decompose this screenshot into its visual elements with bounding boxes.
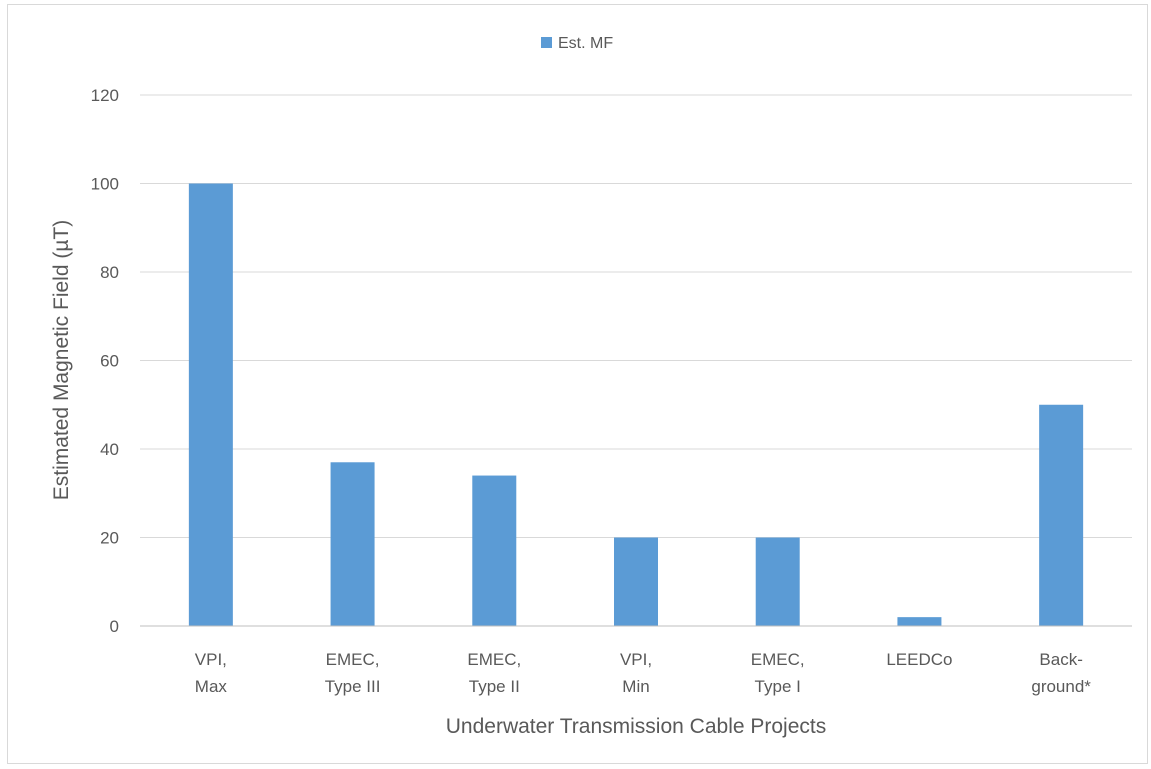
x-tick-labels: VPI, Max EMEC, Type III EMEC, Type II VPI, Min E… (195, 650, 1092, 696)
bar-2 (472, 475, 517, 626)
bars (188, 183, 1084, 626)
y-tick-labels: 0 20 40 60 80 100 120 (91, 86, 119, 636)
y-axis-title: Estimated Magnetic Field (µT) (50, 220, 73, 501)
bar-5 (897, 617, 942, 626)
x-tick-label: Back-ground* (1031, 650, 1091, 696)
x-tick-label: LEEDCo (886, 650, 952, 669)
x-tick-label: VPI, Min (620, 650, 652, 696)
gridlines (140, 94, 1132, 538)
legend-swatch (541, 37, 552, 48)
y-tick-label: 120 (91, 86, 119, 105)
y-tick-label: 60 (100, 352, 119, 371)
x-tick-label: EMEC, Type I (751, 650, 805, 696)
y-tick-label: 80 (100, 263, 119, 282)
x-tick-label: EMEC, Type III (325, 650, 381, 696)
y-tick-label: 100 (91, 175, 119, 194)
bar-0 (188, 183, 233, 626)
legend-label: Est. MF (558, 35, 613, 52)
x-axis-title: Underwater Transmission Cable Projects (446, 715, 826, 738)
y-tick-label: 40 (100, 440, 119, 459)
y-tick-label: 0 (110, 617, 119, 636)
legend: Est. MF (541, 35, 613, 52)
x-tick-label: EMEC, Type II (467, 650, 521, 696)
bar-1 (330, 462, 375, 626)
bar-3 (614, 537, 658, 626)
y-tick-label: 20 (100, 529, 119, 548)
bar-4 (755, 537, 800, 626)
bar-6 (1039, 404, 1084, 626)
x-tick-label: VPI, Max (195, 650, 228, 696)
